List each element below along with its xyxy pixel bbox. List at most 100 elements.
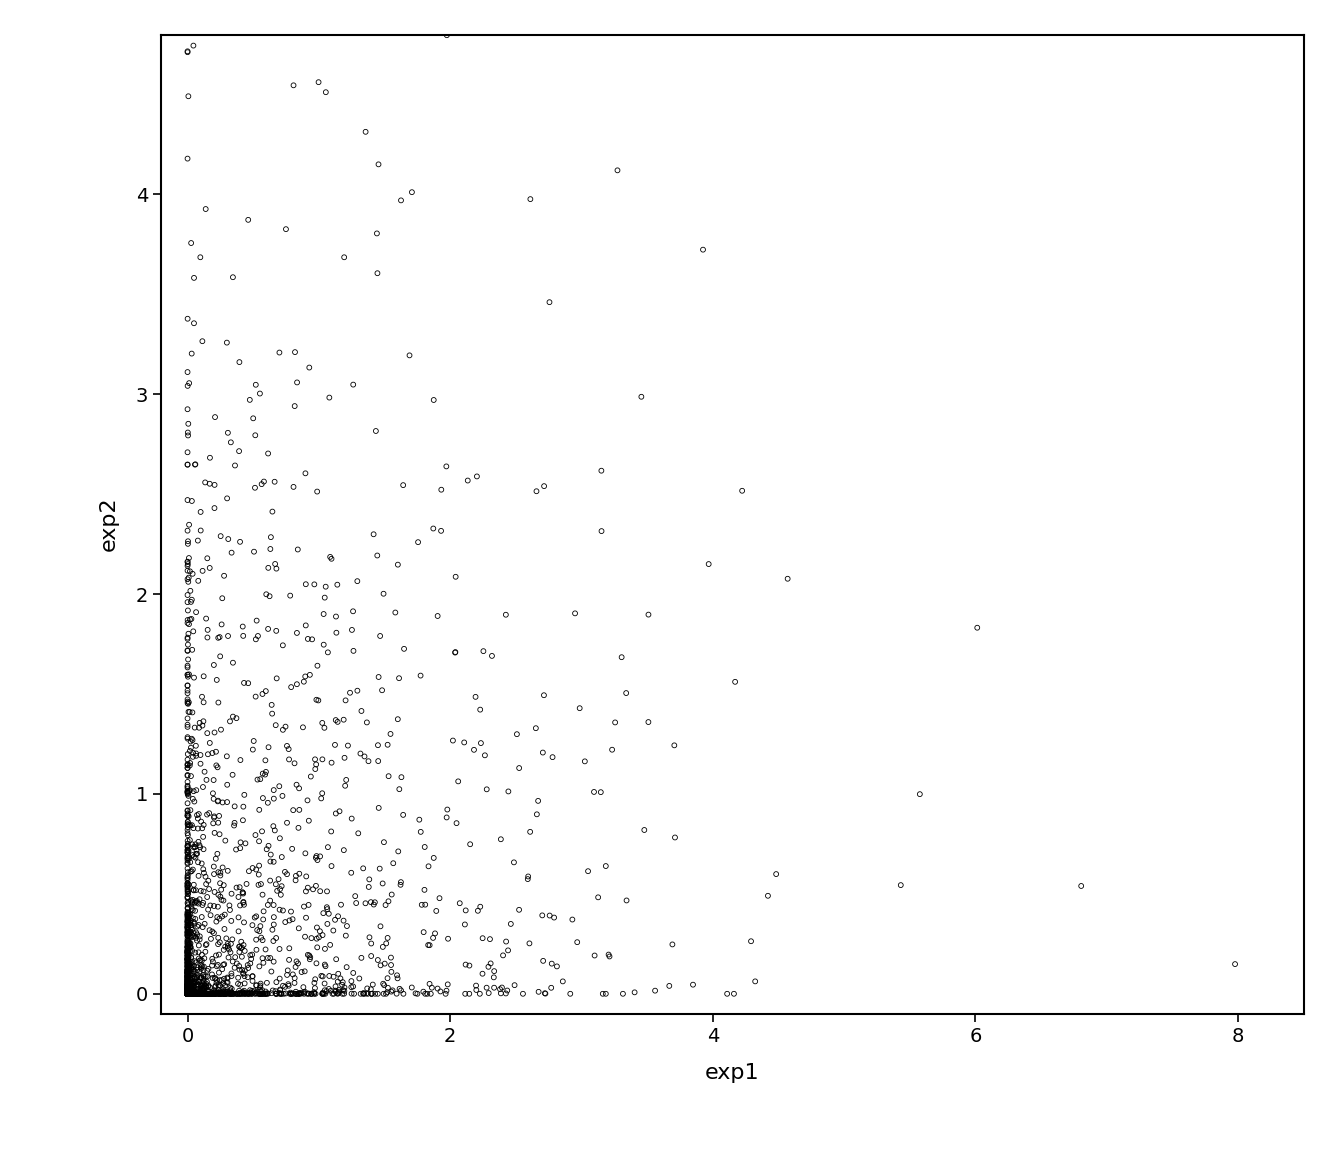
Point [177,985,199,1003]
Point [179,562,200,581]
Point [255,940,277,958]
Point [294,616,316,635]
Point [177,985,199,1003]
Point [177,985,199,1003]
Point [177,985,199,1003]
Point [177,985,199,1003]
Point [249,801,270,819]
Point [177,985,199,1003]
Point [184,926,206,945]
Point [177,985,199,1003]
Point [177,985,199,1003]
Point [177,985,199,1003]
Point [281,902,302,920]
Point [246,940,267,958]
Point [228,984,250,1002]
Point [241,982,262,1000]
Point [177,985,199,1003]
Point [177,985,199,1003]
Point [177,985,199,1003]
Point [177,985,199,1003]
Point [177,985,199,1003]
Point [180,916,202,934]
Point [177,985,199,1003]
Point [177,985,199,1003]
Point [177,985,199,1003]
Point [177,985,199,1003]
Point [319,979,340,998]
Point [177,985,199,1003]
Point [177,985,199,1003]
Point [177,985,199,1003]
Point [293,984,314,1002]
Point [177,985,199,1003]
Point [177,985,199,1003]
Point [198,985,219,1003]
Point [177,985,199,1003]
Point [177,985,199,1003]
Point [177,985,199,1003]
Point [177,985,199,1003]
Point [180,985,202,1003]
Point [177,985,199,1003]
Point [474,746,496,765]
Point [177,985,199,1003]
Point [177,985,199,1003]
Point [177,985,199,1003]
Point [177,985,199,1003]
Point [177,985,199,1003]
Point [304,985,325,1003]
Point [177,985,199,1003]
Point [177,985,199,1003]
Point [177,984,199,1002]
Point [177,985,199,1003]
Point [177,985,199,1003]
Point [177,985,199,1003]
Point [177,985,199,1003]
Point [177,985,199,1003]
Point [177,985,199,1003]
Point [179,946,200,964]
Point [177,985,199,1003]
Point [177,985,199,1003]
Point [177,573,199,591]
Point [177,985,199,1003]
Point [177,985,199,1003]
Point [181,929,203,947]
Point [203,857,224,876]
Point [177,985,199,1003]
Point [177,985,199,1003]
Point [177,985,199,1003]
Point [177,985,199,1003]
Point [177,985,199,1003]
Point [349,985,371,1003]
Point [177,985,199,1003]
Point [177,985,199,1003]
Point [177,985,199,1003]
Point [177,985,199,1003]
Point [367,546,388,564]
Point [286,623,308,642]
Point [177,985,199,1003]
Point [177,985,199,1003]
Point [177,985,199,1003]
Point [177,985,199,1003]
Point [177,985,199,1003]
Point [177,985,199,1003]
Point [177,982,199,1000]
Point [177,985,199,1003]
Point [177,43,199,61]
Point [177,985,199,1003]
Point [177,973,199,992]
Point [177,985,199,1003]
Point [177,985,199,1003]
Point [177,985,199,1003]
Point [177,985,199,1003]
Point [177,985,199,1003]
Point [177,985,199,1003]
Point [177,985,199,1003]
Point [177,985,199,1003]
Point [188,805,210,824]
Point [177,984,199,1002]
Point [177,985,199,1003]
